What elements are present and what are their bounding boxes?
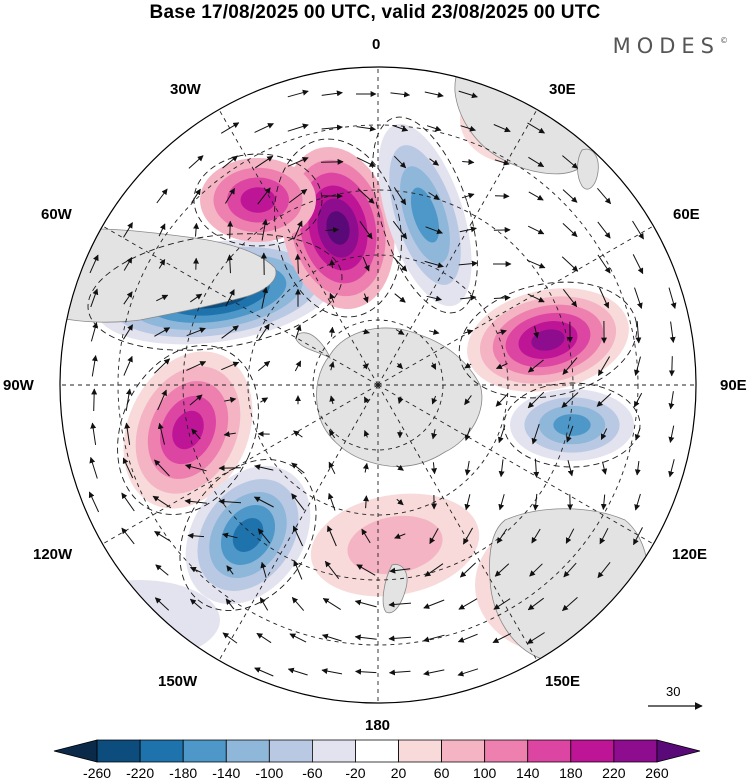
landmasses <box>60 67 649 663</box>
anomaly-low-pacific-north <box>60 580 220 660</box>
lon-label-0: 0 <box>372 36 381 53</box>
colorbar-swatch <box>398 739 442 763</box>
colorbar-swatch <box>355 739 399 763</box>
lon-label-60w: 60W <box>41 206 72 223</box>
colorbar-swatch <box>96 739 141 763</box>
contour-lines <box>87 116 641 611</box>
colorbar-swatch <box>268 739 313 763</box>
anomaly-low-pacific <box>185 465 311 605</box>
colorbar-tick-label: 60 <box>433 765 450 781</box>
colorbar-swatch <box>484 739 529 763</box>
lon-label-150e: 150E <box>545 673 581 690</box>
colorbar-tick-label: 140 <box>516 765 540 781</box>
colorbar-swatch <box>182 739 227 763</box>
colorbar-swatch <box>570 739 615 763</box>
wind-reference-value: 30 <box>666 684 681 699</box>
lon-label-30e: 30E <box>549 81 576 98</box>
colorbar-swatch <box>225 739 270 763</box>
wind-vectors <box>88 89 677 677</box>
anomaly-high-ross <box>310 493 480 597</box>
colorbar-swatch <box>312 739 356 763</box>
colorbar-swatch <box>527 739 572 763</box>
anomaly-low-weddell <box>378 123 472 307</box>
colorbar-swatch <box>53 739 98 763</box>
south-america <box>60 228 277 323</box>
colorbar-tick-label: -20 <box>345 765 366 781</box>
lon-label-60e: 60E <box>673 206 700 223</box>
lon-label-90e: 90E <box>720 377 747 394</box>
lon-label-90w: 90W <box>3 377 34 394</box>
map-title: Base 17/08/2025 00 UTC, valid 23/08/2025… <box>149 2 601 23</box>
lon-label-120w: 120W <box>33 546 73 563</box>
lon-label-120e: 120E <box>672 546 708 563</box>
colorbar-tick-label: 100 <box>472 765 497 781</box>
anomaly-high-indian <box>467 288 629 392</box>
colorbar-tick-label: -60 <box>302 765 323 781</box>
antarctic-peninsula <box>295 332 331 359</box>
colorbar-tick-label: 20 <box>390 765 407 781</box>
colorbar-swatch <box>441 739 486 763</box>
lon-label-150w: 150W <box>158 673 198 690</box>
colorbar-tick-label: -180 <box>169 765 198 781</box>
brand-logo: MODES© <box>613 34 728 58</box>
colorbar-tick-label: -220 <box>126 765 155 781</box>
colorbar-tick-label: -260 <box>83 765 112 781</box>
brand-mark: © <box>720 36 728 45</box>
lon-label-30w: 30W <box>170 81 201 98</box>
colorbar-swatch <box>656 739 701 763</box>
colorbar-swatch <box>139 739 184 763</box>
colorbar-tick-label: -140 <box>212 765 241 781</box>
brand-name: MODES <box>612 34 720 58</box>
graticule <box>60 67 696 703</box>
colorbar-tick-label: 220 <box>602 765 626 781</box>
colorbar-swatch <box>613 739 658 763</box>
colorbar-tick-label: -100 <box>255 765 284 781</box>
colorbar-tick-label: 180 <box>559 765 583 781</box>
anomaly-low-indian <box>510 389 634 461</box>
colorbar <box>53 739 701 763</box>
lon-label-180: 180 <box>365 717 391 734</box>
map-boundary <box>59 66 697 704</box>
colorbar-tick-label: 260 <box>645 765 669 781</box>
